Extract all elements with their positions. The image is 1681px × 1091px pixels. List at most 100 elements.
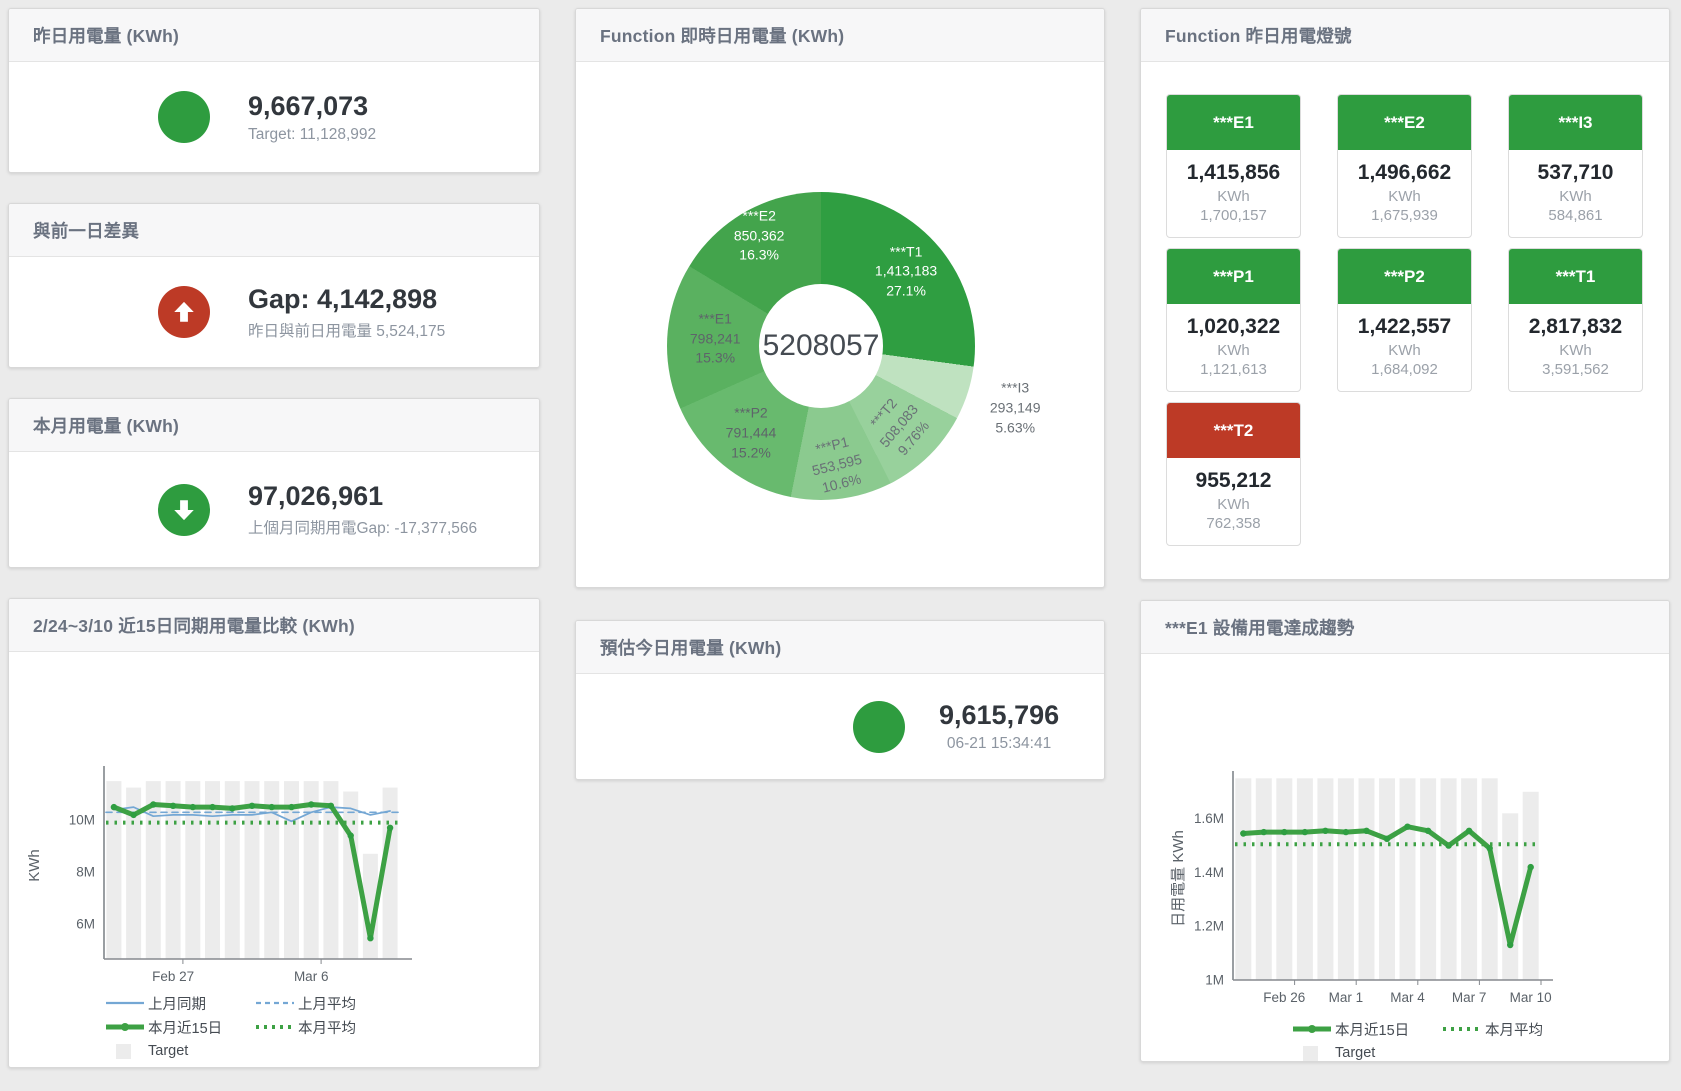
tile-status-header: ***I3 [1509,95,1642,150]
x-axis-tick: Mar 10 [1510,990,1552,1005]
series-point [347,832,354,839]
target-bar [264,781,280,959]
tile-target: 1,684,092 [1371,361,1438,378]
panel-header[interactable]: 與前一日差異 [9,204,539,257]
series-point [1240,830,1247,837]
target-bar [1235,778,1252,980]
lights-tile: ***P2 1,422,557 KWh 1,684,092 [1337,248,1472,392]
target-bar [1502,813,1519,980]
status-circle-icon [158,91,210,143]
stat-body: 9,667,073 Target: 11,128,992 [9,62,539,172]
legend-swatch [104,1043,148,1059]
panel-header[interactable]: Function 昨日用電燈號 [1141,9,1669,62]
legend-label: Target [1335,1045,1376,1061]
legend-item-square[interactable]: Target [104,1041,254,1061]
stat-value: 97,026,961 [248,481,384,511]
series-point [1363,827,1370,834]
stat-body: 9,615,796 06-21 15:34:41 [576,674,1104,779]
stat-body: Gap: 4,142,898 昨日與前日用電量 5,524,175 [9,257,539,367]
tile-value: 1,415,856 [1186,161,1281,184]
legend-item-dashed[interactable]: 上月平均 [254,993,404,1013]
lights-tile: ***T2 955,212 KWh 762,358 [1166,402,1301,546]
tile-unit: KWh [1217,496,1250,513]
series-point [1486,845,1493,852]
target-bar [323,781,339,959]
series-point [1342,828,1350,836]
target-bar [1440,778,1457,980]
status-circle-icon [853,700,905,753]
compare-chart-body: 6M 8M 10M Feb 27 Mar 6 KWh 上月同期 上月平均 本月近15日 本月平均… [9,652,539,1061]
legend-item-dotted[interactable]: 本月平均 [1441,1019,1591,1039]
tile-target: 1,675,939 [1371,207,1438,224]
panel-header[interactable]: 2/24~3/10 近15日同期用電量比較 (KWh) [9,599,539,652]
series-point [1527,863,1534,871]
stat-value: 9,615,796 [939,700,1060,730]
tile-status-header: ***P2 [1338,249,1471,304]
lights-tile: ***T1 2,817,832 KWh 3,591,562 [1508,248,1643,392]
trend-legend: 本月近15日 本月平均 Target [1291,1019,1669,1061]
legend-swatch [1441,1021,1485,1037]
legend-label: 上月同期 [148,996,206,1013]
tile-unit: KWh [1217,188,1250,205]
y-axis-tick: 8M [76,865,95,880]
series-point [327,802,335,809]
tile-unit: KWh [1388,188,1421,205]
trend-chart-body: 1M 1.2M 1.4M 1.6M Feb 26 Mar 1 Mar 4 Mar 7 Mar 1… [1141,654,1669,1061]
legend-swatch [254,995,298,1011]
panel-header[interactable]: 本月用電量 (KWh) [9,399,539,452]
legend-item-thick[interactable]: 本月近15日 [1291,1019,1441,1039]
lights-tile: ***I3 537,710 KWh 584,861 [1508,94,1643,238]
y-axis-tick: 1M [1205,973,1224,988]
tile-unit: KWh [1217,342,1250,359]
panel-header[interactable]: ***E1 設備用電達成趨勢 [1141,601,1669,654]
legend-swatch [104,995,148,1011]
panel-header[interactable]: 昨日用電量 (KWh) [9,9,539,62]
legend-swatch [254,1019,298,1035]
legend-item-thick[interactable]: 本月近15日 [104,1017,254,1037]
tile-body: 1,415,856 KWh 1,700,157 [1167,150,1300,237]
x-axis-tick: Feb 27 [152,969,194,984]
target-bar [126,787,142,959]
y-axis-tick: 6M [76,916,95,931]
series-point [288,803,295,811]
tile-value: 1,496,662 [1357,161,1452,184]
y-axis-tick: 1.2M [1194,919,1224,934]
target-bar [1337,778,1354,980]
series-point [1322,827,1329,834]
stat-subtitle: Target: 11,128,992 [248,125,377,143]
donut-segment-label: ***T1 1,413,183 27.1% [874,243,938,299]
series-point [130,811,137,819]
arrow-up-icon [158,286,210,338]
compare-chart-svg: 6M 8M 10M Feb 27 Mar 6 KWh [26,766,412,984]
panel-header[interactable]: Function 即時日用電量 (KWh) [576,9,1104,62]
legend-item-square[interactable]: Target [1291,1043,1441,1061]
legend-label: 本月近15日 [148,1020,223,1037]
arrow-down-icon [158,483,210,536]
donut-segment-label: ***I3 293,149 5.63% [989,380,1041,436]
legend-item-line[interactable]: 上月同期 [104,993,254,1013]
y-axis-label: KWh [26,849,43,882]
tile-value: 2,817,832 [1528,315,1623,338]
series-point [110,803,118,811]
series-point [1260,828,1267,836]
stat-body: 97,026,961 上個月同期用電Gap: -17,377,566 [9,452,539,567]
target-bar [244,781,260,959]
lights-tile: ***E1 1,415,856 KWh 1,700,157 [1166,94,1301,238]
trend-chart-svg: 1M 1.2M 1.4M 1.6M Feb 26 Mar 1 Mar 4 Mar 7 Mar 1… [1170,771,1553,1005]
tile-body: 955,212 KWh 762,358 [1167,458,1300,545]
tile-status-header: ***E2 [1338,95,1471,150]
stat-subtitle: 上個月同期用電Gap: -17,377,566 [248,520,478,537]
legend-label: 上月平均 [298,996,356,1013]
series-point [169,802,177,809]
legend-item-dotted[interactable]: 本月平均 [254,1017,404,1037]
tile-status-header: ***E1 [1167,95,1300,150]
y-axis-label: 日用電量 KWh [1170,830,1187,927]
x-axis-tick: Mar 4 [1390,990,1425,1005]
legend-swatch [104,1019,148,1035]
panel-title: 預估今日用電量 (KWh) [600,637,782,658]
target-bar [1358,778,1375,980]
panel-header[interactable]: 預估今日用電量 (KWh) [576,621,1104,674]
tile-status-header: ***P1 [1167,249,1300,304]
panel-title: 本月用電量 (KWh) [33,415,180,436]
stat-value: Gap: 4,142,898 [248,283,438,314]
